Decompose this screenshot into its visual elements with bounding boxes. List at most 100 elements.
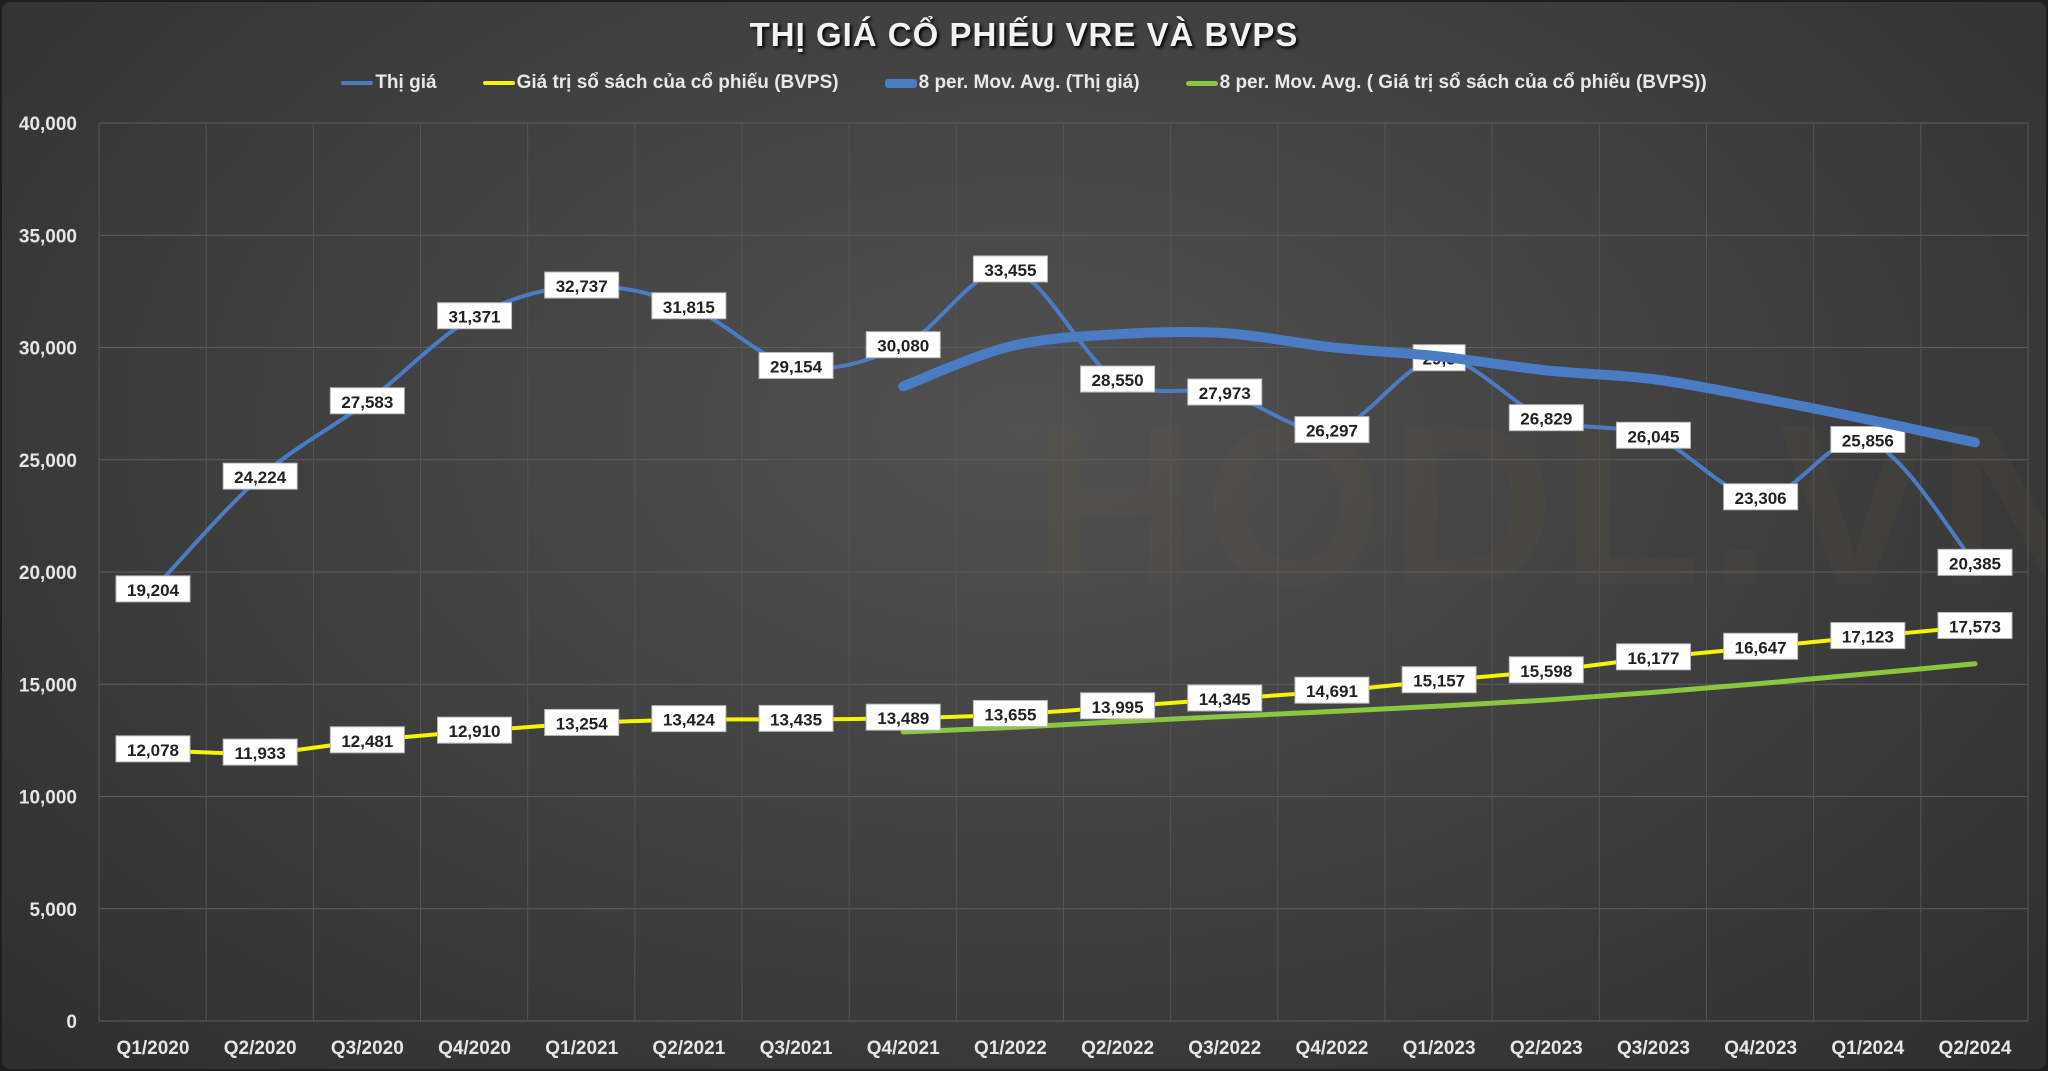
data-label-text: 12,078 (127, 741, 179, 760)
data-label-box (758, 351, 834, 379)
data-label-box (222, 462, 298, 490)
data-label-text: 15,598 (1520, 662, 1572, 681)
data-label-text: 14,345 (1199, 690, 1251, 709)
price-data-label: 26,297 (1294, 416, 1370, 444)
data-label-box (222, 738, 298, 766)
bvps-data-label: 15,157 (1401, 666, 1477, 694)
data-label-text: 20,385 (1949, 554, 2001, 573)
data-label-text: 12,910 (449, 722, 501, 741)
price-data-label: 33,455 (972, 255, 1048, 283)
bvps-data-label: 13,995 (1080, 692, 1156, 720)
data-label-text: 29,154 (770, 357, 823, 376)
data-label-box (1401, 666, 1477, 694)
data-label-box (651, 705, 727, 733)
x-tick-label: Q4/2020 (438, 1038, 511, 1059)
y-tick-label: 40,000 (19, 114, 77, 135)
data-label-box (1080, 365, 1156, 393)
bvps-data-label: 13,435 (758, 704, 834, 732)
x-tick-label: Q3/2020 (331, 1038, 404, 1059)
x-tick-label: Q4/2022 (1295, 1038, 1368, 1059)
x-tick-label: Q2/2020 (224, 1038, 297, 1059)
data-label-box (1294, 416, 1370, 444)
legend-swatch (341, 81, 374, 85)
price-data-label: 29,154 (758, 351, 834, 379)
price-data-label: 32,737 (544, 271, 620, 299)
legend-swatch (482, 81, 515, 85)
data-label-box (1937, 611, 2013, 639)
bvps-data-label: 11,933 (222, 738, 298, 766)
legend-swatch (884, 78, 917, 88)
series-line-price-moving-average (898, 326, 1980, 448)
x-tick-label: Q4/2021 (867, 1038, 940, 1059)
data-label-box (972, 699, 1048, 727)
data-label-box (865, 331, 941, 359)
data-label-box (329, 726, 405, 754)
data-label-box (329, 387, 405, 415)
data-label-text: 13,424 (663, 711, 716, 730)
data-label-text: 26,829 (1520, 410, 1572, 429)
price-data-label: 25,856 (1830, 426, 1906, 454)
price-data-label: 27,583 (329, 387, 405, 415)
data-label-box (972, 255, 1048, 283)
x-tick-label: Q1/2020 (117, 1038, 190, 1059)
bvps-data-label: 13,424 (651, 705, 727, 733)
x-tick-label: Q2/2022 (1081, 1038, 1154, 1059)
data-label-text: 27,583 (341, 393, 393, 412)
chart-title: THỊ GIÁ CỔ PHIẾU VRE VÀ BVPS (749, 16, 1299, 53)
bvps-data-label: 17,123 (1830, 622, 1906, 650)
x-tick-label: Q2/2024 (1939, 1038, 2012, 1059)
price-data-label: 20,385 (1937, 548, 2013, 576)
x-tick-label: Q1/2021 (545, 1038, 618, 1059)
data-label-text: 17,123 (1842, 628, 1894, 647)
data-label-text: 26,045 (1627, 427, 1679, 446)
data-label-text: 28,550 (1092, 371, 1144, 390)
data-label-text: 13,995 (1092, 698, 1144, 717)
data-label-box (1615, 421, 1691, 449)
data-label-text: 19,204 (127, 581, 180, 600)
data-label-text: 33,455 (984, 261, 1036, 280)
x-tick-label: Q3/2021 (760, 1038, 833, 1059)
data-label-box (1294, 676, 1370, 704)
data-label-text: 24,224 (234, 468, 287, 487)
y-tick-label: 25,000 (19, 451, 77, 472)
y-tick-label: 5,000 (29, 900, 77, 921)
y-tick-label: 20,000 (19, 563, 77, 584)
price-data-label: 24,224 (222, 462, 298, 490)
data-label-text: 32,737 (556, 277, 608, 296)
bvps-data-label: 12,910 (437, 716, 513, 744)
legend-swatch (1185, 80, 1218, 86)
y-tick-label: 30,000 (19, 339, 77, 360)
data-label-box (437, 716, 513, 744)
data-label-box (544, 708, 620, 736)
data-label-box (1830, 426, 1906, 454)
price-data-label: 26,829 (1508, 404, 1584, 432)
y-tick-label: 0 (66, 1012, 77, 1033)
data-label-text: 31,815 (663, 298, 715, 317)
x-tick-label: Q1/2022 (974, 1038, 1047, 1059)
data-label-text: 13,435 (770, 710, 822, 729)
data-label-text: 17,573 (1949, 617, 2001, 636)
data-label-box (544, 271, 620, 299)
data-label-text: 16,177 (1627, 649, 1679, 668)
bvps-data-label: 12,481 (329, 726, 405, 754)
data-label-box (1187, 378, 1263, 406)
data-label-box (1723, 483, 1799, 511)
y-tick-label: 35,000 (19, 226, 77, 247)
data-label-text: 13,655 (984, 705, 1036, 724)
bvps-data-label: 14,345 (1187, 684, 1263, 712)
bvps-data-label: 15,598 (1508, 656, 1584, 684)
x-tick-label: Q1/2023 (1403, 1038, 1476, 1059)
x-tick-label: Q1/2024 (1831, 1038, 1904, 1059)
data-label-box (1508, 404, 1584, 432)
legend-label: 8 per. Mov. Avg. ( Giá trị sổ sách của c… (1219, 72, 1707, 93)
price-data-label: 31,371 (437, 302, 513, 330)
series-line-bvps-moving-average (900, 661, 1978, 735)
data-label-box (1937, 548, 2013, 576)
data-label-box (1615, 643, 1691, 671)
data-label-text: 12,481 (341, 732, 393, 751)
legend-label: 8 per. Mov. Avg. (Thị giá) (918, 72, 1140, 93)
data-label-box (115, 575, 191, 603)
data-label-text: 14,691 (1306, 682, 1358, 701)
legend: Thị giá Giá trị sổ sách của cổ phiếu (BV… (2, 72, 2046, 94)
